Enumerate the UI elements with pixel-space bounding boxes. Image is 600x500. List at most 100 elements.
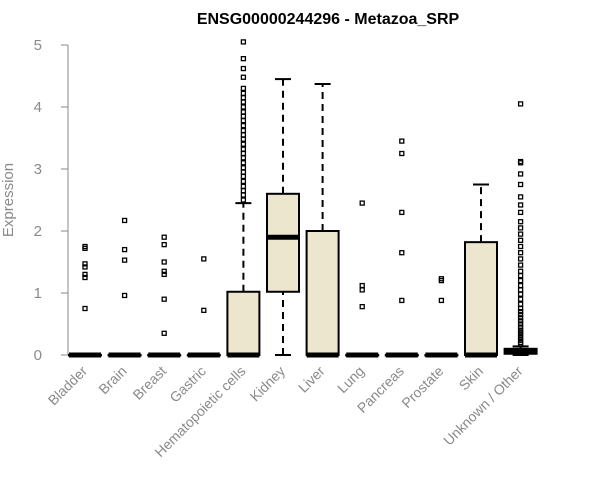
outlier-point [161, 271, 167, 278]
outlier-point [240, 192, 247, 198]
y-tick-label: 2 [34, 223, 42, 240]
outlier-point [517, 291, 524, 297]
outlier-point [240, 65, 247, 72]
box-series [68, 39, 538, 358]
x-tick-label: Prostate [398, 363, 446, 411]
box-body [464, 241, 498, 356]
outlier-point [517, 272, 524, 279]
outlier-point [240, 95, 247, 101]
outlier-point [201, 307, 207, 314]
y-tick-label: 3 [34, 161, 42, 178]
outlier-point [517, 277, 524, 284]
outlier-point [359, 303, 365, 310]
outlier-point [517, 250, 524, 256]
outlier-point [517, 308, 524, 315]
x-tick-label: Brain [95, 363, 129, 397]
box-2 [147, 234, 182, 358]
outlier-point [82, 261, 88, 267]
outlier-point [517, 209, 524, 216]
box-11 [503, 101, 538, 356]
y-tick-label: 4 [34, 99, 42, 116]
outlier-point [240, 150, 247, 157]
outlier-point [82, 305, 88, 312]
outlier-point [240, 155, 247, 161]
x-tick-label: Skin [456, 363, 487, 394]
outlier-point [517, 327, 524, 333]
outlier-point [517, 202, 524, 208]
outlier-point [517, 231, 524, 237]
box-7 [345, 200, 380, 358]
outlier-point [240, 90, 247, 97]
box-10 [464, 183, 498, 358]
outlier-point [517, 324, 524, 330]
outlier-point [517, 321, 524, 327]
outlier-point [240, 117, 247, 124]
outlier-point [240, 136, 247, 142]
chart-title: ENSG00000244296 - Metazoa_SRP [197, 11, 460, 28]
outlier-point [240, 165, 247, 171]
outlier-point [517, 262, 524, 268]
outlier-point [517, 194, 524, 200]
outlier-point [240, 104, 247, 110]
outlier-point [240, 197, 247, 203]
outlier-point [438, 297, 445, 304]
outlier-point [517, 287, 524, 293]
outlier-point [240, 178, 247, 185]
outlier-point [240, 39, 247, 45]
outlier-point [82, 264, 88, 270]
outlier-point [240, 188, 247, 194]
x-tick-label: Liver [295, 363, 328, 396]
outlier-point [240, 173, 247, 180]
outlier-point [82, 243, 88, 250]
outlier-point [82, 274, 88, 281]
x-tick-label: Lung [334, 363, 367, 396]
outlier-point [201, 256, 207, 262]
box-3 [186, 256, 221, 358]
y-axis-label: Expression [0, 163, 17, 237]
outlier-point [240, 109, 247, 115]
outlier-point [359, 200, 365, 206]
outlier-point [399, 209, 405, 216]
outlier-point [121, 246, 128, 253]
box-body [226, 290, 261, 357]
outlier-point [240, 183, 247, 190]
y-tick-label: 0 [34, 347, 42, 364]
outlier-point [161, 330, 167, 336]
outlier-point [517, 305, 524, 312]
outlier-point [161, 259, 167, 265]
outlier-point [240, 74, 247, 80]
outlier-point [399, 297, 405, 304]
box-1 [107, 217, 142, 358]
outlier-point [517, 301, 524, 307]
outlier-point [161, 296, 167, 302]
outlier-point [399, 150, 405, 157]
box-9 [424, 276, 459, 358]
outlier-point [517, 312, 524, 318]
outlier-point [161, 241, 167, 248]
outlier-point [240, 127, 247, 134]
outlier-point [517, 171, 524, 177]
x-tick-label: Breast [129, 363, 169, 403]
outlier-point [161, 268, 167, 274]
x-tick-label: Kidney [247, 363, 289, 405]
outlier-point [517, 181, 524, 188]
outlier-point [240, 160, 247, 166]
outlier-point [438, 276, 445, 282]
outlier-point [240, 132, 247, 138]
outlier-point [240, 169, 247, 175]
outlier-point [121, 217, 128, 224]
outlier-point [161, 234, 167, 240]
outlier-point [240, 99, 247, 105]
box-8 [384, 138, 419, 358]
y-tick-label: 1 [34, 285, 42, 302]
box-5 [266, 78, 300, 356]
outlier-point [121, 292, 128, 299]
box-4 [226, 39, 261, 358]
outlier-point [240, 85, 247, 92]
outlier-point [240, 122, 247, 129]
outlier-point [517, 315, 524, 321]
outlier-point [517, 256, 524, 262]
outlier-point [517, 318, 524, 324]
